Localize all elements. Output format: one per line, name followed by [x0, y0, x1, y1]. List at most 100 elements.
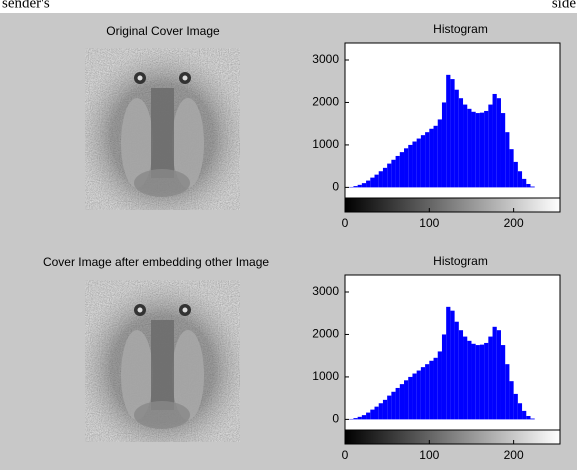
- bar: [463, 105, 467, 188]
- bar: [442, 102, 446, 187]
- y-tick-label: 3000: [312, 52, 339, 66]
- bar: [379, 403, 383, 419]
- bar: [404, 148, 408, 187]
- chart-title: Histogram: [433, 254, 488, 268]
- bar: [429, 361, 433, 420]
- bar: [467, 109, 471, 188]
- bar: [471, 112, 475, 188]
- bar: [514, 162, 518, 187]
- bar: [476, 345, 480, 419]
- bar: [362, 415, 366, 419]
- bar: [417, 371, 421, 420]
- bar: [383, 400, 387, 420]
- bar: [370, 178, 374, 188]
- figure: sender's side Original Cover Image Cover…: [0, 0, 577, 470]
- x-tick-label: 0: [342, 216, 349, 230]
- bar: [467, 341, 471, 420]
- bar: [408, 145, 412, 187]
- bar: [514, 394, 518, 419]
- bar: [501, 345, 505, 419]
- bar: [396, 388, 400, 419]
- header-text: sender's: [2, 0, 50, 11]
- bar: [471, 344, 475, 420]
- bar: [522, 411, 526, 419]
- bar: [425, 132, 429, 187]
- bar: [459, 330, 463, 419]
- bar: [446, 75, 450, 188]
- bar: [459, 98, 463, 187]
- bar: [493, 327, 497, 420]
- bar: [362, 183, 366, 187]
- bar: [391, 392, 395, 420]
- bar: [412, 374, 416, 420]
- bar: [480, 113, 484, 188]
- bar: [396, 156, 400, 187]
- bar: [366, 413, 370, 420]
- bar: [518, 171, 522, 187]
- bar: [501, 113, 505, 187]
- bar: [450, 311, 454, 420]
- bar: [476, 113, 480, 187]
- bar: [526, 416, 530, 419]
- image-title: Original Cover Image: [106, 24, 220, 38]
- colorbar: [345, 430, 560, 444]
- bar: [375, 175, 379, 188]
- bar: [484, 343, 488, 419]
- y-tick-label: 1000: [312, 137, 339, 151]
- bar: [526, 184, 530, 187]
- y-tick-label: 2000: [312, 95, 339, 109]
- bar: [530, 187, 534, 188]
- bar: [400, 152, 404, 187]
- bar: [488, 105, 492, 188]
- bar: [358, 417, 362, 420]
- y-tick-label: 2000: [312, 327, 339, 341]
- bar: [518, 403, 522, 419]
- bar: [509, 381, 513, 419]
- bar: [446, 307, 450, 420]
- bar: [387, 396, 391, 420]
- y-tick-label: 0: [332, 412, 339, 426]
- bar: [353, 418, 357, 419]
- page: sender's side Original Cover Image Cover…: [0, 0, 577, 470]
- bar: [434, 358, 438, 420]
- bar: [412, 142, 416, 188]
- bar: [370, 410, 374, 420]
- bar: [421, 135, 425, 187]
- bar: [455, 90, 459, 188]
- bar: [497, 98, 501, 187]
- bar: [375, 407, 379, 420]
- bar: [480, 345, 484, 420]
- bar: [505, 364, 509, 419]
- bar: [421, 367, 425, 419]
- bar: [404, 380, 408, 419]
- bar: [434, 126, 438, 188]
- bar: [522, 179, 526, 187]
- x-tick-label: 200: [504, 216, 524, 230]
- bar: [366, 181, 370, 188]
- y-tick-label: 3000: [312, 284, 339, 298]
- bar: [408, 377, 412, 419]
- bar: [429, 129, 433, 188]
- bar: [505, 132, 509, 187]
- y-tick-label: 1000: [312, 369, 339, 383]
- bar: [358, 185, 362, 188]
- x-tick-label: 200: [504, 448, 524, 462]
- bar: [353, 186, 357, 187]
- bar: [387, 164, 391, 188]
- bar: [455, 322, 459, 420]
- bar: [400, 384, 404, 419]
- stego-image: [85, 280, 240, 442]
- image-title: Cover Image after embedding other Image: [43, 255, 269, 269]
- bar: [379, 171, 383, 187]
- bar: [391, 160, 395, 188]
- bar: [438, 119, 442, 187]
- bar: [417, 139, 421, 188]
- bar: [493, 94, 497, 187]
- bar: [497, 330, 501, 419]
- bar: [488, 337, 492, 420]
- cover-image: [85, 48, 240, 210]
- colorbar: [345, 198, 560, 212]
- bar: [450, 79, 454, 187]
- bar: [383, 168, 387, 188]
- chart-title: Histogram: [433, 22, 488, 36]
